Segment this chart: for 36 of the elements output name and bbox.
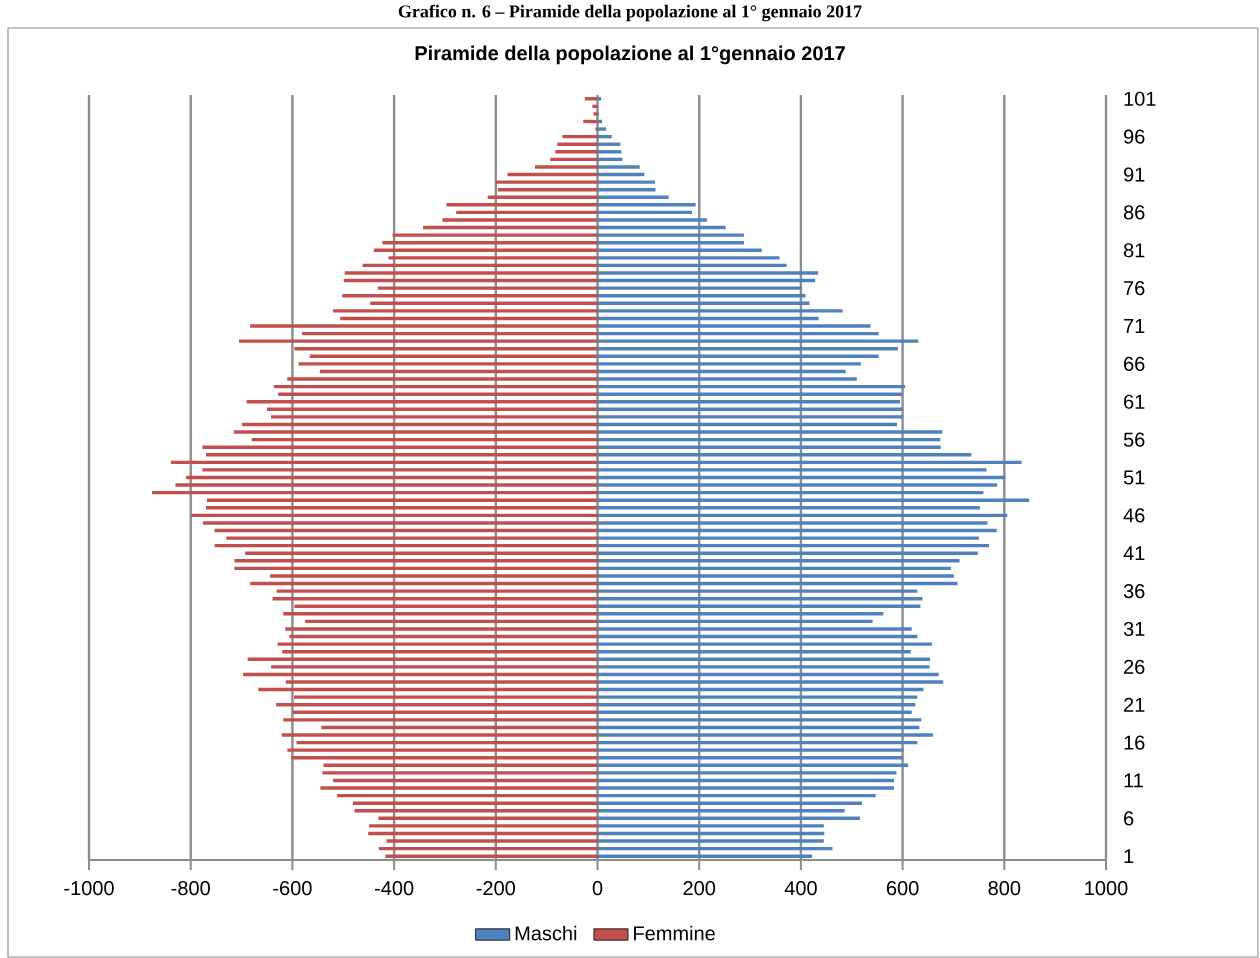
x-tick-label: -800: [171, 881, 210, 896]
x-tick-label: -200: [476, 881, 516, 896]
y-tick-label: 1: [1124, 849, 1134, 864]
y-tick-label: 86: [1123, 205, 1145, 220]
y-tick-label: 81: [1123, 243, 1145, 258]
y-tick-label: 36: [1123, 584, 1145, 599]
y-tick-label: 76: [1124, 281, 1145, 296]
y-tick-label: 26: [1124, 659, 1145, 674]
y-tick-label: 16: [1124, 735, 1145, 750]
y-tick-label: 31: [1123, 621, 1145, 637]
y-tick-label: 21: [1124, 697, 1145, 712]
y-tick-label: 71: [1124, 319, 1145, 333]
y-tick-label: 91: [1124, 167, 1145, 182]
y-tick-label: 46: [1123, 508, 1145, 523]
y-tick-label: 51: [1123, 470, 1145, 485]
y-tick-label: 96: [1124, 129, 1145, 144]
x-tick-label: 600: [886, 881, 919, 896]
x-tick-label: 1000: [1085, 881, 1128, 896]
y-tick-label: 6: [1124, 811, 1134, 826]
legend-label: Maschi: [515, 925, 577, 941]
y-tick-label: 56: [1123, 432, 1145, 447]
y-tick-label: 66: [1124, 356, 1145, 371]
x-tick-label: 200: [683, 881, 716, 896]
y-tick-label: 41: [1123, 546, 1145, 561]
y-tick-label: 61: [1124, 394, 1145, 409]
x-tick-label: 0: [592, 881, 603, 896]
y-tick-label: 101: [1124, 91, 1156, 106]
chart-title: Piramide della popolazione al 1°gennaio 2017: [415, 45, 845, 65]
x-tick-label: 400: [784, 881, 817, 896]
text: Grafico n. 6 – Piramide della popolazione al 1° gennaio 2017: [398, 4, 862, 22]
x-tick-label: 800: [988, 881, 1021, 896]
legend-label: Femmine: [634, 925, 715, 941]
x-tick-label: -1000: [64, 881, 114, 896]
x-tick-label: -600: [273, 881, 312, 896]
y-tick-label: 11: [1124, 773, 1143, 788]
x-tick-label: -400: [374, 881, 414, 896]
